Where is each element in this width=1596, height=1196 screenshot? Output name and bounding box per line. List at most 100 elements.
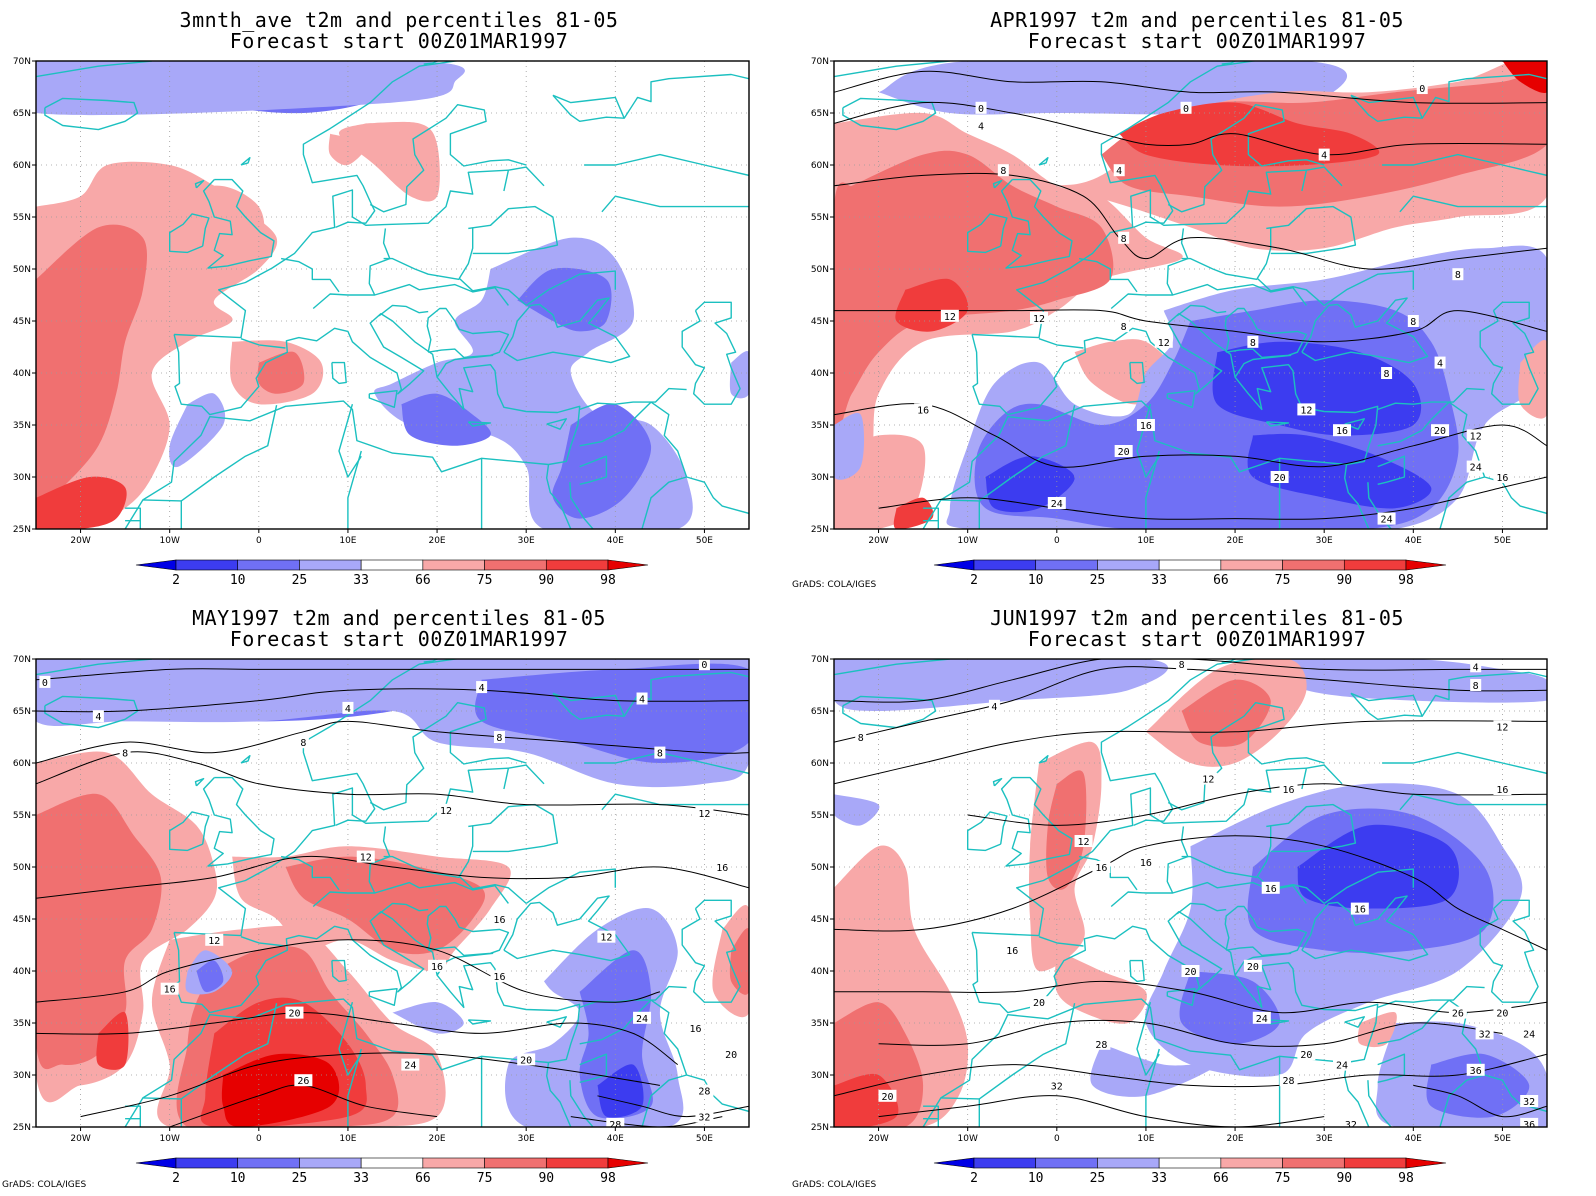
gridlines	[834, 659, 1547, 1127]
colorbar-label: 90	[1336, 1171, 1352, 1186]
contour-label-bg	[914, 403, 933, 416]
coastline	[992, 179, 1003, 189]
lon-tick-label: 30E	[1316, 536, 1333, 546]
coastline	[426, 307, 510, 359]
contour-label: 8	[657, 749, 663, 760]
coastline	[1038, 755, 1049, 764]
lat-tick-label: 45N	[811, 317, 829, 327]
colorbar-label: 33	[353, 573, 369, 588]
panel-3month: 3mnth_ave t2m and percentiles 81-05 Fore…	[0, 0, 798, 598]
contour-label: 36	[1470, 1066, 1482, 1077]
coastline	[552, 94, 625, 122]
contour-label-bg	[698, 659, 710, 671]
coastline	[834, 61, 950, 78]
coastline	[686, 476, 749, 515]
contour-label: 36	[1523, 1120, 1535, 1131]
contour-line	[834, 172, 1547, 270]
contour-label-bg	[975, 119, 987, 132]
lat-tick-label: 60N	[13, 161, 31, 171]
shade-region	[1179, 971, 1280, 1044]
lon-tick-label: 0	[1054, 536, 1060, 546]
contour-label: 16	[1336, 426, 1348, 437]
coastline	[650, 401, 688, 478]
contour-label: 8	[1179, 660, 1185, 671]
panel-may1997: MAY1997 t2m and percentiles 81-05 Foreca…	[0, 598, 798, 1196]
contour-label: 20	[1434, 426, 1446, 437]
colorbar-label: 25	[1090, 1171, 1106, 1186]
coastline	[1377, 387, 1485, 411]
coastline	[423, 659, 438, 663]
coastline	[503, 764, 545, 790]
coastline	[923, 1105, 939, 1120]
lon-tick-label: 20E	[1226, 536, 1243, 546]
coastline	[378, 902, 429, 915]
coastline	[467, 421, 492, 427]
contour-label: 16	[1496, 473, 1508, 484]
colorbar-swatch	[545, 559, 609, 571]
coastline	[1421, 671, 1547, 717]
coastline	[1344, 418, 1365, 430]
coastline	[503, 297, 631, 364]
colorbar-swatch	[1220, 1157, 1283, 1169]
colorbar-label: 66	[1213, 573, 1229, 588]
colorbar-label: 90	[538, 1171, 554, 1186]
contour-label-bg	[1118, 320, 1130, 333]
coastline	[1078, 257, 1138, 293]
colorbar-label: 66	[415, 1171, 431, 1186]
contour-label-bg	[878, 1089, 897, 1102]
coastline	[1301, 297, 1429, 364]
coastline	[302, 659, 536, 827]
contour-label: 8	[1473, 681, 1479, 692]
contour-label: 20	[1274, 473, 1286, 484]
contour-label-bg	[517, 1053, 536, 1066]
coastline	[124, 911, 581, 1127]
colorbar-label: 33	[1151, 573, 1167, 588]
colorbar-swatch	[422, 1157, 485, 1169]
lon-tick-label: 50E	[1494, 536, 1511, 546]
map-frame	[833, 60, 1548, 530]
shade-region	[36, 793, 162, 1070]
contour-label: 12	[1158, 338, 1170, 349]
coastline	[842, 97, 937, 131]
contour-label-bg	[1118, 231, 1130, 244]
contour-label: 12	[1202, 775, 1214, 786]
coastline	[194, 179, 205, 189]
contour-label-bg	[1243, 959, 1262, 972]
contour-line	[834, 403, 1547, 468]
lon-tick-label: 20E	[1226, 1134, 1243, 1144]
coastline	[1448, 401, 1486, 478]
contour-label-bg	[436, 803, 455, 816]
contour-label-bg	[1452, 268, 1464, 281]
coastline	[1224, 307, 1308, 359]
coastline	[503, 166, 545, 192]
contour-line	[80, 1052, 660, 1118]
contour-label: 28	[1095, 1040, 1107, 1051]
colorbar-swatch	[1343, 559, 1407, 571]
contour-label-bg	[975, 101, 987, 114]
lon-tick-label: 0	[1054, 1134, 1060, 1144]
shade-region	[834, 659, 1169, 711]
contour-label: 20	[1118, 447, 1130, 458]
coastline	[302, 61, 536, 229]
contour-label: 0	[42, 678, 48, 689]
shade-region	[1046, 770, 1087, 890]
shade-region	[1502, 61, 1547, 93]
shade-region	[166, 185, 265, 269]
coastline	[1479, 899, 1539, 1003]
contour-label: 16	[716, 863, 728, 874]
lon-tick-label: 30E	[518, 536, 535, 546]
coastlines	[36, 659, 749, 1127]
gridlines	[36, 659, 749, 1127]
lon-tick-label: 0	[256, 1134, 262, 1144]
contour-label-bg	[1297, 403, 1316, 416]
colorbar-label: 10	[230, 573, 246, 588]
coastline	[1038, 338, 1084, 349]
contour-label-bg	[1448, 1006, 1467, 1019]
coastline	[1166, 228, 1189, 296]
coastline	[1167, 702, 1325, 811]
coastline	[1377, 455, 1406, 485]
lat-tick-label: 35N	[811, 421, 829, 431]
colorbar-label: 98	[1398, 573, 1414, 588]
contour-line	[834, 835, 1547, 951]
